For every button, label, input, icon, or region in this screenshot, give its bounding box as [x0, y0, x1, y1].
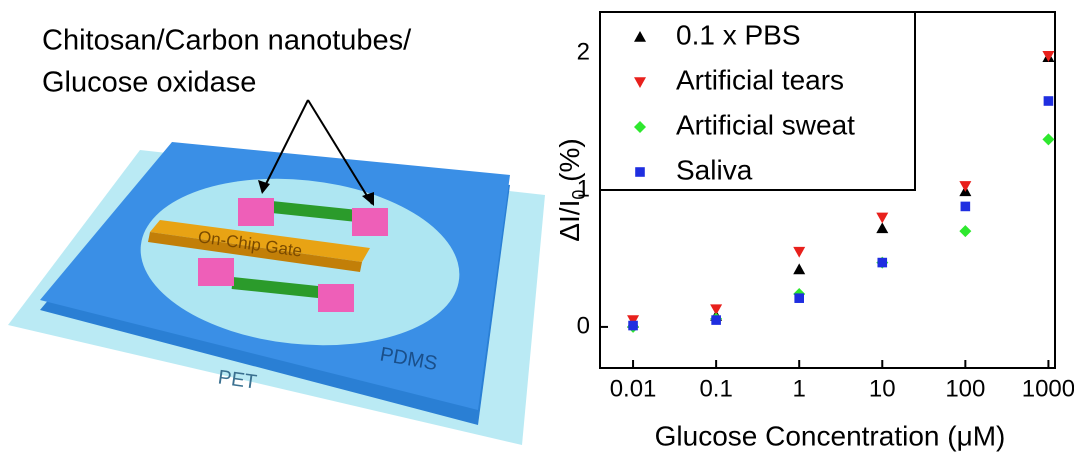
- legend-label: 0.1 x PBS: [676, 19, 801, 50]
- page: On-Chip Gate Chitosan/Carbon nanotubes/ …: [0, 0, 1074, 456]
- x-tick-label: 1000: [1022, 375, 1074, 402]
- y-tick-label: 0: [577, 312, 590, 339]
- legend-label: Saliva: [676, 154, 753, 185]
- pad: [198, 258, 234, 286]
- point: [794, 293, 804, 303]
- pet-label: PET: [217, 366, 259, 393]
- x-tick-label: 0.1: [699, 375, 732, 402]
- pad: [318, 284, 354, 312]
- label-line: Chitosan/Carbon nanotubes/: [42, 25, 412, 57]
- point: [793, 263, 805, 274]
- point: [711, 315, 721, 325]
- legend-label: Artificial tears: [676, 64, 844, 95]
- x-tick-label: 1: [793, 375, 806, 402]
- pad: [352, 208, 388, 236]
- pad: [238, 198, 274, 226]
- x-tick-label: 10: [869, 375, 896, 402]
- figure: On-Chip Gate Chitosan/Carbon nanotubes/ …: [0, 0, 1074, 456]
- y-tick-label: 2: [577, 38, 590, 65]
- legend-label: Artificial sweat: [676, 109, 855, 140]
- point: [876, 213, 888, 224]
- point: [959, 225, 971, 237]
- device-schematic: On-Chip Gate Chitosan/Carbon nanotubes/ …: [8, 25, 545, 445]
- point: [793, 247, 805, 258]
- y-label-main: ΔI/I: [554, 200, 585, 242]
- point: [961, 202, 971, 212]
- point: [1042, 133, 1054, 145]
- x-tick-label: 100: [945, 375, 985, 402]
- point: [959, 181, 971, 192]
- point: [877, 258, 887, 268]
- x-tick-label: 0.01: [610, 375, 657, 402]
- x-axis-label: Glucose Concentration (μM): [655, 420, 1006, 451]
- point: [628, 321, 638, 331]
- point: [1044, 96, 1054, 106]
- y-tick-label: 1: [577, 175, 590, 202]
- label-line: Glucose oxidase: [42, 67, 256, 99]
- legend-marker: [635, 167, 645, 177]
- point: [876, 222, 888, 233]
